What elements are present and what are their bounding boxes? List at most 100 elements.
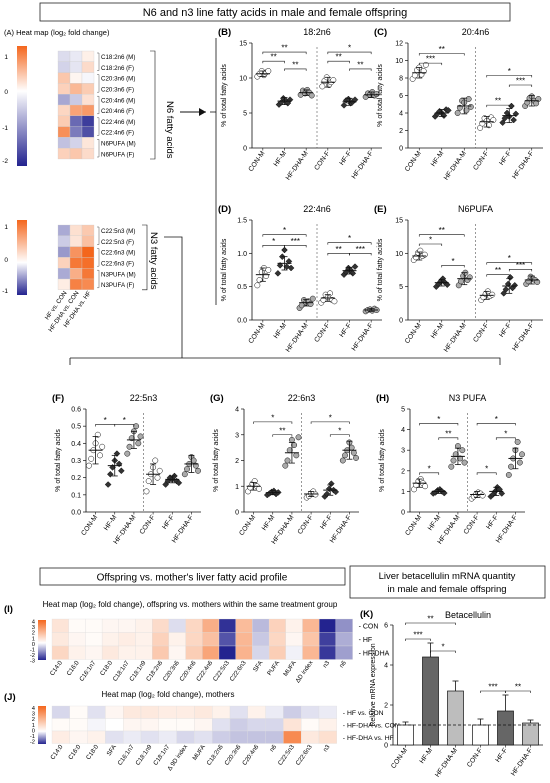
data-point bbox=[466, 274, 473, 281]
heatmap-j-tick: 0 bbox=[32, 728, 35, 734]
y-tick-label: 0 bbox=[384, 743, 388, 750]
offspring-box-title: Offspring vs. mother's liver fatty acid … bbox=[97, 573, 288, 584]
liver-box bbox=[349, 565, 546, 599]
x-tick-label: HF-DHA-F bbox=[510, 747, 534, 777]
heatmap-j-column-label: C18:1n9 bbox=[134, 743, 153, 767]
heatmap-j-cell bbox=[212, 718, 231, 732]
heatmap-j-tick: 4 bbox=[32, 706, 36, 712]
data-point bbox=[351, 263, 359, 271]
data-point bbox=[350, 449, 357, 456]
significance-label: * bbox=[437, 415, 440, 424]
heatmap-i-cell bbox=[85, 645, 103, 660]
heatmap-j-cell bbox=[87, 730, 106, 744]
significance-bracket bbox=[272, 434, 293, 437]
heatmap-i-column-label: PUFA bbox=[266, 659, 282, 677]
heatmap-i-cell bbox=[285, 632, 303, 647]
y-tick-label: 5 bbox=[401, 407, 405, 414]
heatmap-a-cell bbox=[57, 83, 71, 95]
heatmap-a-cell bbox=[57, 235, 71, 247]
x-tick-label: HF-DHA-F bbox=[351, 150, 375, 180]
heatmap-a-cell bbox=[57, 104, 71, 116]
y-tick-label: 3 bbox=[235, 432, 239, 439]
heatmap-i-colorbar bbox=[38, 620, 46, 660]
significance-bracket bbox=[327, 51, 372, 55]
panel-axes bbox=[409, 409, 525, 513]
heatmap-j-cell bbox=[51, 730, 70, 744]
heatmap-a-cell bbox=[69, 61, 83, 73]
significance-bracket bbox=[495, 437, 516, 440]
data-point bbox=[86, 462, 92, 469]
data-point bbox=[265, 267, 272, 273]
n3-bracket bbox=[69, 357, 501, 365]
significance-label: * bbox=[271, 413, 274, 422]
heatmap-a-cell bbox=[69, 278, 83, 290]
data-point bbox=[320, 297, 327, 303]
x-tick-label: HF-F bbox=[161, 514, 176, 531]
panel-226n3: (G) 22:6n3 0 1 2 3 4 % of total fatty acids CON-… bbox=[210, 393, 359, 546]
heatmap-i-cell bbox=[101, 645, 119, 660]
bar bbox=[447, 690, 464, 746]
heatmap-i-cell bbox=[68, 645, 86, 660]
data-point bbox=[417, 247, 424, 254]
heatmap-a-row-label: N6PUFA (M) bbox=[101, 141, 136, 148]
significance-bracket bbox=[508, 269, 533, 272]
data-point bbox=[309, 295, 316, 302]
heatmap-i-cell bbox=[252, 632, 270, 647]
heatmap-j-cell bbox=[283, 718, 302, 732]
heatmap-j-cell bbox=[301, 718, 320, 732]
heatmap-a-cell bbox=[81, 246, 95, 258]
panel-n3pufa: (H) N3 PUFA 0 1 2 3 4 5 % of total fatty acids CO… bbox=[376, 393, 525, 546]
y-tick-label: 15 bbox=[239, 41, 247, 48]
heatmap-j-cell bbox=[265, 705, 284, 719]
data-point bbox=[295, 434, 302, 441]
x-tick-label: CON-M bbox=[404, 150, 423, 173]
heatmap-a-n6-brace bbox=[150, 50, 156, 160]
panel-title: 22:5n3 bbox=[130, 393, 158, 403]
data-point bbox=[342, 452, 348, 459]
data-point bbox=[184, 466, 190, 473]
heatmap-a-n6-tick: -2 bbox=[2, 158, 8, 165]
heatmap-j-cell bbox=[212, 730, 231, 744]
heatmap-j-cell bbox=[176, 718, 195, 732]
heatmap-i-cell bbox=[135, 632, 153, 647]
y-tick-label: 8 bbox=[399, 76, 403, 83]
data-point bbox=[519, 451, 525, 458]
x-tick-label: HF-DHA-F bbox=[511, 322, 535, 352]
heatmap-a-cell bbox=[69, 50, 83, 62]
significance-label: * bbox=[429, 236, 432, 245]
y-tick-label: 0 bbox=[243, 146, 247, 153]
heatmap-a-pair-bracket bbox=[97, 139, 100, 158]
y-axis-label: % of total fatty acids bbox=[55, 429, 62, 492]
y-tick-label: 0.0 bbox=[71, 510, 81, 517]
data-point bbox=[135, 440, 142, 447]
y-tick-label: 4 bbox=[235, 407, 239, 414]
significance-bracket bbox=[310, 421, 350, 424]
x-tick-label: HF-M bbox=[430, 322, 446, 340]
significance-bracket bbox=[262, 234, 307, 237]
data-point bbox=[421, 251, 428, 258]
heatmap-a-row-label: C22:4n6 (M) bbox=[101, 119, 135, 126]
x-tick-label: HF-DHA-M bbox=[285, 322, 310, 354]
heatmap-i-cell bbox=[168, 632, 186, 647]
heatmap-i-cell bbox=[268, 645, 286, 660]
panel-n6pufa: (E) N6PUFA 0 5 10 15 % of total fatty acids CON… bbox=[374, 204, 543, 354]
significance-label: * bbox=[428, 464, 431, 473]
heatmap-a-cell bbox=[81, 83, 95, 95]
bar bbox=[397, 724, 414, 746]
heatmap-a-n6-tick: 0 bbox=[4, 89, 8, 96]
heatmap-j-cell bbox=[283, 730, 302, 744]
heatmap-j-cell bbox=[69, 730, 88, 744]
heatmap-j-cell bbox=[158, 718, 177, 732]
data-point bbox=[281, 246, 288, 254]
heatmap-a-cell bbox=[81, 278, 95, 290]
heatmap-j-cell bbox=[105, 705, 124, 719]
heatmap-a-cell bbox=[57, 126, 71, 138]
y-tick-label: 5 bbox=[243, 111, 247, 118]
y-tick-label: 10 bbox=[395, 251, 403, 258]
data-point bbox=[312, 491, 319, 498]
x-tick-label: HF-F bbox=[495, 747, 510, 764]
heatmap-a-cell bbox=[57, 72, 71, 84]
heatmap-j-column-label: C20:3n6 bbox=[223, 743, 242, 767]
y-tick-label: 2 bbox=[384, 703, 388, 710]
